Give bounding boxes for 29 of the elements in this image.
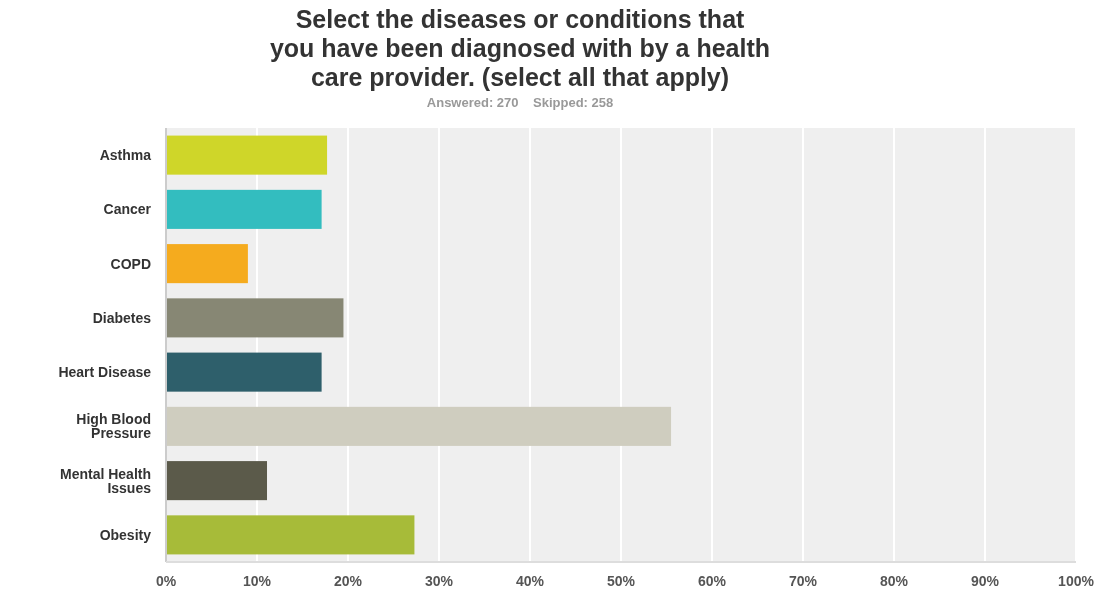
bar <box>166 244 248 284</box>
x-tick-label: 100% <box>1058 573 1095 589</box>
chart-title: Select the diseases or conditions that you have been diagnosed with by a health care provider. (select all that apply) <box>269 5 771 91</box>
x-tick-label: 30% <box>424 573 454 589</box>
x-tick-label: 80% <box>879 573 909 589</box>
y-tick-label: Asthma <box>99 147 152 164</box>
x-tick-label: 40% <box>515 573 545 589</box>
chart-subtitle: Answered: 270 Skipped: 258 <box>426 95 614 110</box>
y-tick-label: High Blood Pressure <box>76 411 152 442</box>
x-tick-label: 60% <box>697 573 727 589</box>
bar <box>166 406 672 446</box>
y-tick-label: Heart Disease <box>58 364 152 381</box>
x-tick-label: 20% <box>333 573 363 589</box>
y-tick-label: Obesity <box>99 526 152 543</box>
bar <box>166 135 328 175</box>
x-tick-label: 10% <box>242 573 272 589</box>
bar <box>166 298 344 338</box>
x-tick-label: 70% <box>788 573 818 589</box>
bar <box>166 189 322 229</box>
y-tick-label: Diabetes <box>92 309 152 326</box>
bar <box>166 461 268 501</box>
y-tick-label: COPD <box>110 255 151 272</box>
x-tick-label: 50% <box>606 573 636 589</box>
bar <box>166 352 322 392</box>
x-tick-label: 90% <box>970 573 1000 589</box>
x-tick-label: 0% <box>155 573 177 589</box>
y-tick-label: Cancer <box>103 201 152 218</box>
bar <box>166 515 415 555</box>
y-tick-label: Mental Health Issues <box>59 465 152 496</box>
